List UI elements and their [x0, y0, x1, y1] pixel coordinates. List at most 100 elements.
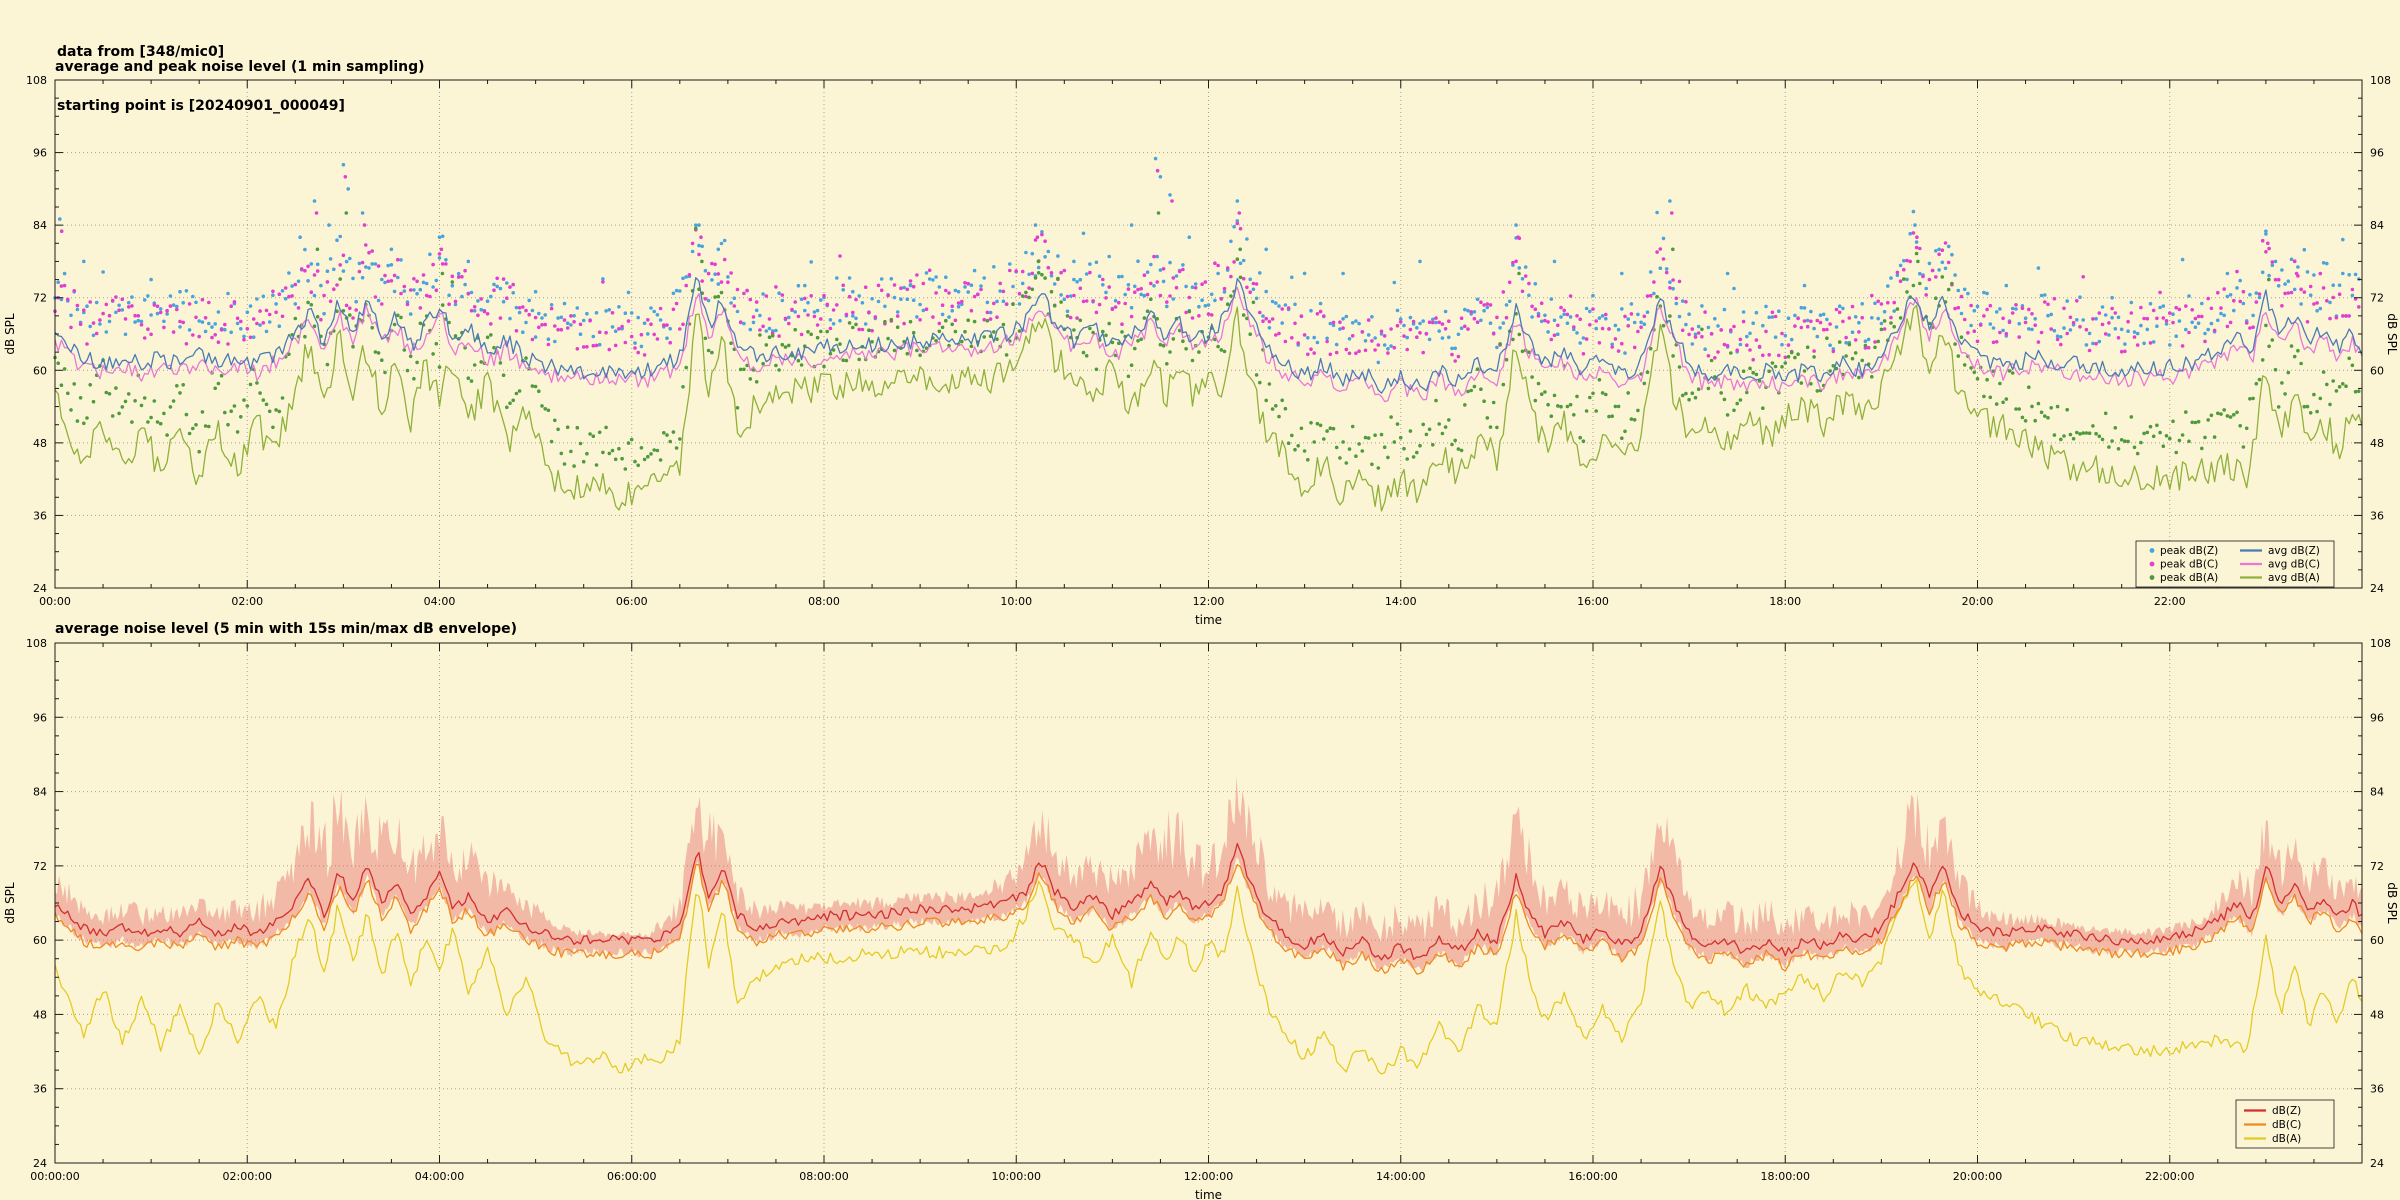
point [1520, 289, 1525, 294]
point [710, 350, 714, 355]
point [924, 271, 929, 275]
point [114, 310, 118, 315]
point [1014, 269, 1018, 273]
point [1953, 273, 1957, 277]
point [655, 448, 660, 453]
point [2219, 311, 2223, 316]
point [1729, 328, 1733, 332]
point [200, 297, 205, 302]
outlier-point [1620, 271, 1624, 276]
point [2209, 306, 2214, 311]
point [1251, 300, 1256, 305]
point [1325, 429, 1329, 433]
point [1882, 327, 1887, 331]
point [293, 302, 298, 306]
outlier-point [298, 235, 302, 239]
point [690, 249, 695, 254]
point [1860, 358, 1864, 363]
point [1447, 418, 1451, 422]
point [1962, 287, 1967, 292]
point [1052, 282, 1057, 286]
point [956, 304, 961, 309]
point [1171, 337, 1176, 341]
point [2318, 396, 2323, 401]
point [751, 315, 756, 319]
point [1331, 323, 1336, 328]
point [668, 326, 672, 331]
point [85, 304, 89, 309]
point [1405, 347, 1409, 352]
point [165, 312, 169, 316]
point [1818, 313, 1823, 318]
outlier-point [700, 259, 704, 264]
point [2312, 302, 2316, 306]
point [1751, 357, 1755, 362]
point [223, 322, 227, 327]
point [251, 317, 256, 321]
plot-2-legend: dB(Z)dB(C)dB(A) [2235, 1099, 2335, 1149]
point [306, 264, 310, 269]
x-tick-label: 20:00 [1962, 595, 1994, 608]
point [2193, 420, 2198, 425]
point [1975, 377, 1980, 381]
point [1091, 330, 1095, 335]
point [1415, 326, 1419, 330]
point [110, 298, 115, 303]
point [671, 307, 676, 312]
point [2116, 336, 2121, 340]
point [245, 327, 250, 331]
point [633, 341, 637, 345]
point [1680, 393, 1685, 398]
point [501, 277, 506, 281]
point [591, 334, 596, 339]
point [2260, 238, 2265, 243]
point [953, 318, 958, 323]
point [524, 356, 528, 360]
point [2023, 316, 2028, 321]
point [1703, 310, 1707, 314]
outlier-point [315, 247, 320, 252]
point [1789, 337, 1794, 342]
point [1847, 316, 1852, 320]
point [581, 318, 586, 323]
point [2087, 331, 2092, 336]
point [1754, 338, 1759, 342]
point [1469, 388, 1473, 393]
point [1517, 332, 1522, 337]
point [1876, 316, 1880, 321]
point [1229, 274, 1233, 279]
point [2100, 437, 2105, 442]
point [944, 318, 948, 323]
point [1802, 319, 1807, 323]
point [2110, 306, 2114, 311]
point [1145, 292, 1150, 297]
x-axis-label: time [1195, 1188, 1222, 1200]
point [1258, 271, 1262, 275]
point [431, 352, 435, 356]
point [1434, 320, 1438, 325]
point [91, 333, 96, 338]
point [2164, 322, 2169, 326]
point [1274, 301, 1278, 305]
point [703, 297, 708, 301]
point [1043, 254, 1047, 259]
point [1581, 352, 1586, 356]
point [1334, 350, 1339, 355]
point [1780, 331, 1784, 336]
point [2151, 434, 2156, 439]
point [155, 420, 160, 424]
point [1716, 324, 1720, 328]
point [911, 330, 916, 335]
point [1543, 318, 1547, 323]
point [1530, 375, 1534, 379]
point [1578, 435, 1582, 440]
point [1870, 375, 1874, 379]
legend-box [2135, 540, 2335, 588]
point [1184, 284, 1188, 289]
point [613, 329, 618, 334]
point [1427, 427, 1432, 432]
point [139, 322, 144, 327]
point [2139, 323, 2143, 328]
point [1530, 315, 1534, 319]
point [2200, 446, 2204, 451]
